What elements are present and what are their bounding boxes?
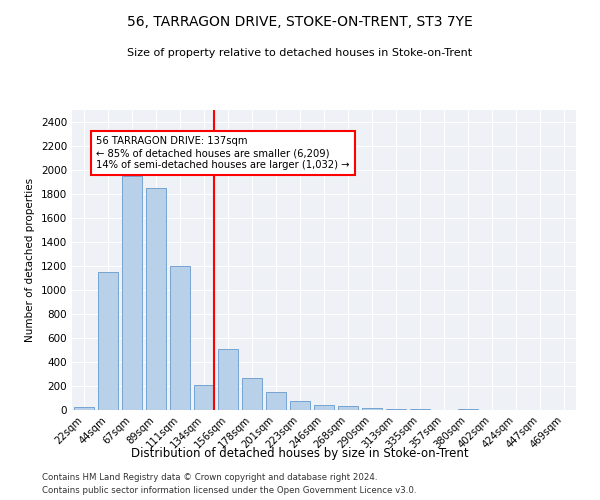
Bar <box>338 406 358 410</box>
Bar <box>122 176 142 410</box>
Bar <box>218 349 238 410</box>
Text: Size of property relative to detached houses in Stoke-on-Trent: Size of property relative to detached ho… <box>127 48 473 58</box>
Bar <box>74 407 94 410</box>
Bar <box>146 188 166 410</box>
Bar <box>194 386 214 410</box>
Bar <box>266 392 286 410</box>
Text: 56 TARRAGON DRIVE: 137sqm
← 85% of detached houses are smaller (6,209)
14% of se: 56 TARRAGON DRIVE: 137sqm ← 85% of detac… <box>96 136 349 170</box>
Text: 56, TARRAGON DRIVE, STOKE-ON-TRENT, ST3 7YE: 56, TARRAGON DRIVE, STOKE-ON-TRENT, ST3 … <box>127 15 473 29</box>
Bar <box>170 266 190 410</box>
Bar <box>314 406 334 410</box>
Text: Contains HM Land Registry data © Crown copyright and database right 2024.: Contains HM Land Registry data © Crown c… <box>42 472 377 482</box>
Text: Contains public sector information licensed under the Open Government Licence v3: Contains public sector information licen… <box>42 486 416 495</box>
Text: Distribution of detached houses by size in Stoke-on-Trent: Distribution of detached houses by size … <box>131 448 469 460</box>
Bar <box>362 408 382 410</box>
Y-axis label: Number of detached properties: Number of detached properties <box>25 178 35 342</box>
Bar <box>290 401 310 410</box>
Bar <box>242 378 262 410</box>
Bar <box>98 272 118 410</box>
